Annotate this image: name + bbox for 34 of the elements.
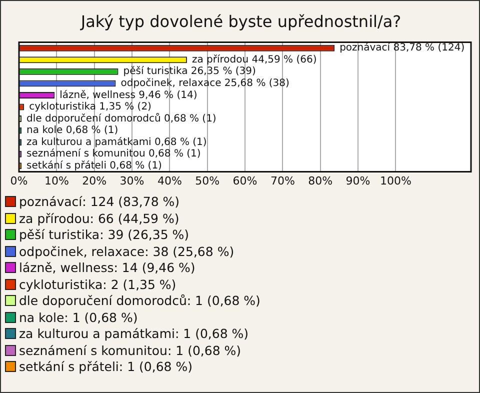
data-label: dle doporučení domorodců 0,68 % (1) (26, 112, 216, 124)
x-tick-label: 50% (195, 174, 220, 188)
x-tick-label: 70% (270, 174, 295, 188)
data-label: cykloturistika 1,35 % (2) (29, 102, 152, 113)
text: dle doporučení domorodců: 1 (0,68 %) (18, 293, 260, 310)
text: za přírodou: 66 (44,59 %) (18, 210, 180, 227)
data-label: odpočinek, relaxace 25,68 % (38) (120, 78, 290, 90)
x-tick-label: 20% (82, 174, 107, 188)
text: setkání s přáteli: 1 (0,68 %) (18, 359, 194, 376)
x-tick-label: 40% (157, 174, 182, 188)
text: odpočinek, relaxace: 38 (25,68 %) (18, 244, 236, 260)
text: za kulturou a památkami: 1 (0,68 %) (18, 326, 250, 342)
x-tick-label: 30% (120, 174, 144, 188)
data-label: lázně, wellness 9,46 % (14) (60, 90, 198, 101)
x-tick-label: 60% (232, 174, 258, 188)
data-label: za kulturou a památkami 0,68 % (1) (26, 136, 207, 148)
text: na kole: 1 (0,68 %) (18, 310, 139, 326)
chart-title: Jaký typ dovolené byste upřednostnil/a? (80, 12, 402, 31)
text: lázně, wellness: 14 (9,46 %) (18, 260, 196, 276)
data-label: za přírodou 44,59 % (66) (192, 54, 317, 66)
data-label: seznámení s komunitou 0,68 % (1) (26, 148, 201, 160)
data-label: poznávací 83,78 % (124) (340, 42, 465, 54)
data-label: pěší turistika 26,35 % (39) (123, 66, 256, 78)
x-tick-label: 0% (10, 174, 28, 188)
text: pěší turistika: 39 (26,35 %) (18, 227, 190, 244)
x-tick-label: 10% (44, 174, 69, 188)
x-tick-label: 100% (380, 174, 412, 188)
text: poznávací: 124 (83,78 %) (18, 194, 181, 210)
data-label: setkání s přáteli 0,68 % (1) (26, 160, 162, 172)
x-tick-label: 80% (308, 174, 333, 188)
data-label: na kole 0,68 % (1) (26, 125, 118, 136)
text: seznámení s komunitou: 1 (0,68 %) (18, 342, 242, 359)
text: cykloturistika: 2 (1,35 %) (18, 276, 178, 293)
x-tick-label: 90% (346, 174, 370, 188)
